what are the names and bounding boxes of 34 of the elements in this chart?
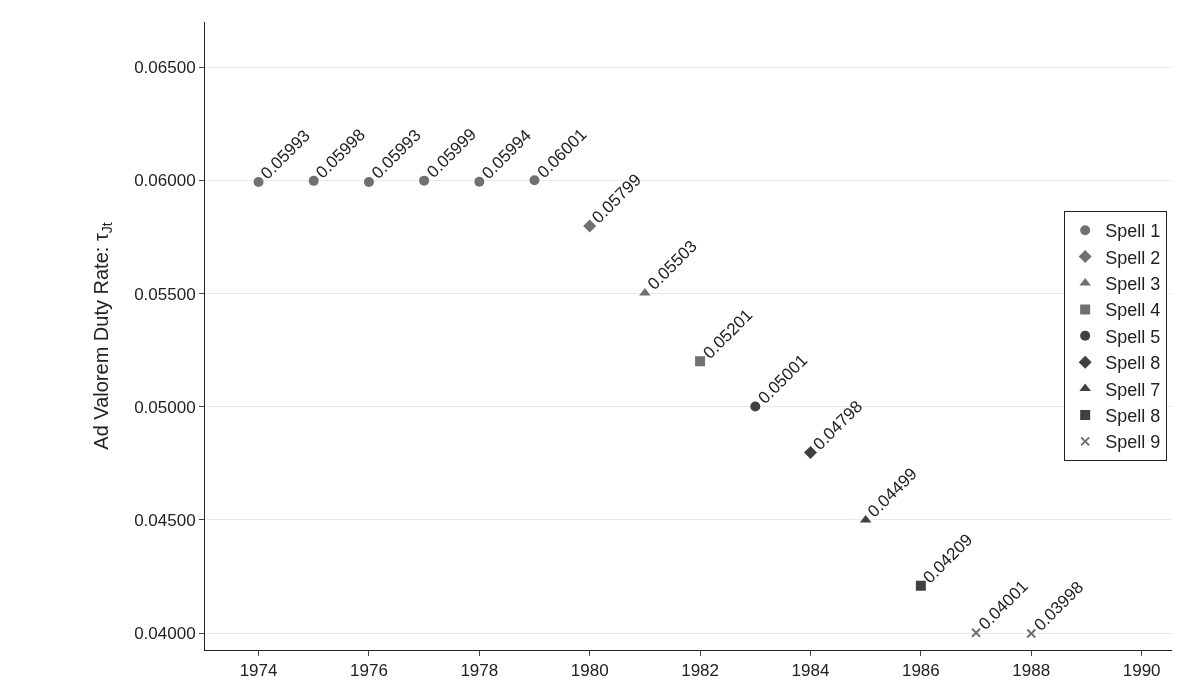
x-tick-label: 1982 — [681, 661, 719, 681]
point — [695, 356, 706, 367]
legend-label: Spell 8 — [1105, 406, 1161, 427]
point — [1026, 628, 1037, 639]
point — [363, 177, 374, 187]
legend-label: Spell 7 — [1105, 379, 1161, 400]
y-tick-label: 0.04000 — [134, 623, 196, 643]
legend-label: Spell 2 — [1105, 247, 1161, 268]
x-tick-label: 1986 — [901, 661, 940, 681]
x-tick-label: 1978 — [460, 661, 499, 681]
x-tick-label: 1988 — [1012, 661, 1051, 681]
point — [529, 175, 540, 186]
point — [750, 401, 761, 412]
y-tick-label: 0.05500 — [134, 284, 196, 304]
point — [474, 176, 485, 187]
legend-label: Spell 1 — [1105, 221, 1161, 242]
x-tick-label: 1990 — [1122, 661, 1161, 681]
y-tick-label: 0.05000 — [134, 397, 196, 417]
y-tick-label: 0.06000 — [134, 171, 196, 191]
x-tick-label: 1980 — [570, 661, 609, 681]
y-tick-label: 0.06500 — [134, 58, 196, 78]
point — [419, 175, 430, 186]
legend-label: Spell 3 — [1105, 274, 1161, 295]
point — [915, 580, 926, 591]
legend-label: Spell 9 — [1105, 432, 1161, 453]
legend-label: Spell 4 — [1105, 300, 1161, 321]
point — [253, 177, 264, 187]
legend-label: Spell 5 — [1105, 326, 1161, 347]
x-tick-label: 1984 — [791, 661, 830, 681]
x-tick-label: 1976 — [350, 661, 388, 681]
point — [971, 627, 982, 638]
y-tick-label: 0.04500 — [134, 510, 196, 530]
x-tick-label: 1974 — [239, 661, 278, 681]
legend-label: Spell 8 — [1105, 353, 1161, 374]
